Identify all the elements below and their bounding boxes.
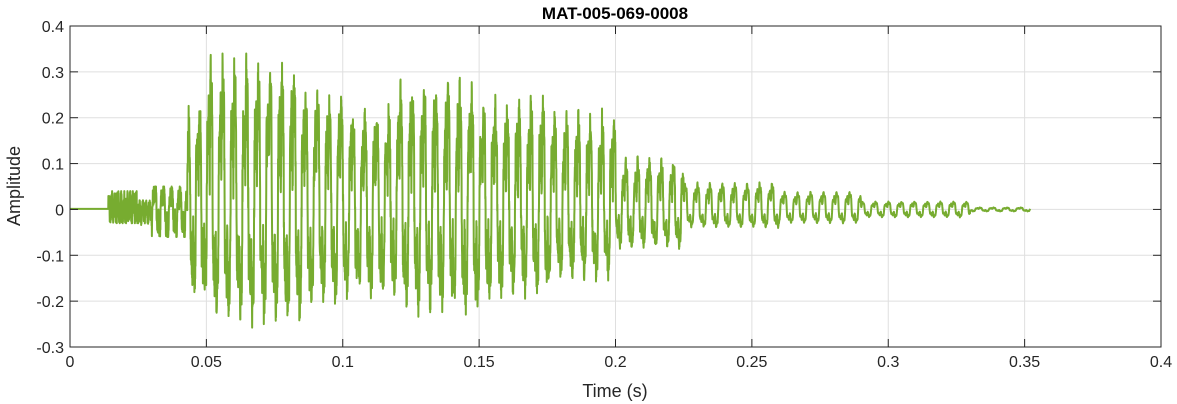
y-tick-label: 0 <box>55 202 64 219</box>
x-axis-label: Time (s) <box>582 381 647 401</box>
x-axis-ticks: 0 0.05 0.1 0.15 0.2 0.25 0.3 0.35 0.4 <box>66 26 1172 371</box>
x-tick-label: 0.3 <box>877 354 899 371</box>
y-tick-label: -0.1 <box>36 248 64 265</box>
y-tick-label: 0.2 <box>42 111 64 128</box>
y-tick-label: -0.3 <box>36 340 64 357</box>
y-tick-label: 0.3 <box>42 65 64 82</box>
x-tick-label: 0.4 <box>1150 354 1172 371</box>
x-tick-label: 0.1 <box>332 354 354 371</box>
x-tick-label: 0.35 <box>1009 354 1040 371</box>
y-axis-label: Amplitude <box>4 146 24 226</box>
y-tick-label: 0.4 <box>42 19 64 36</box>
series-line-amplitude <box>70 52 1032 329</box>
y-axis-ticks: -0.3 -0.2 -0.1 0 0.1 0.2 0.3 0.4 <box>36 19 1161 357</box>
chart-title: MAT-005-069-0008 <box>542 4 688 23</box>
x-tick-label: 0.25 <box>736 354 767 371</box>
y-tick-label: 0.1 <box>42 157 64 174</box>
x-tick-label: 0.2 <box>604 354 626 371</box>
x-tick-label: 0.05 <box>191 354 222 371</box>
y-tick-label: -0.2 <box>36 294 64 311</box>
x-tick-label: 0 <box>66 354 75 371</box>
plot-area <box>70 52 1032 329</box>
x-tick-label: 0.15 <box>464 354 495 371</box>
